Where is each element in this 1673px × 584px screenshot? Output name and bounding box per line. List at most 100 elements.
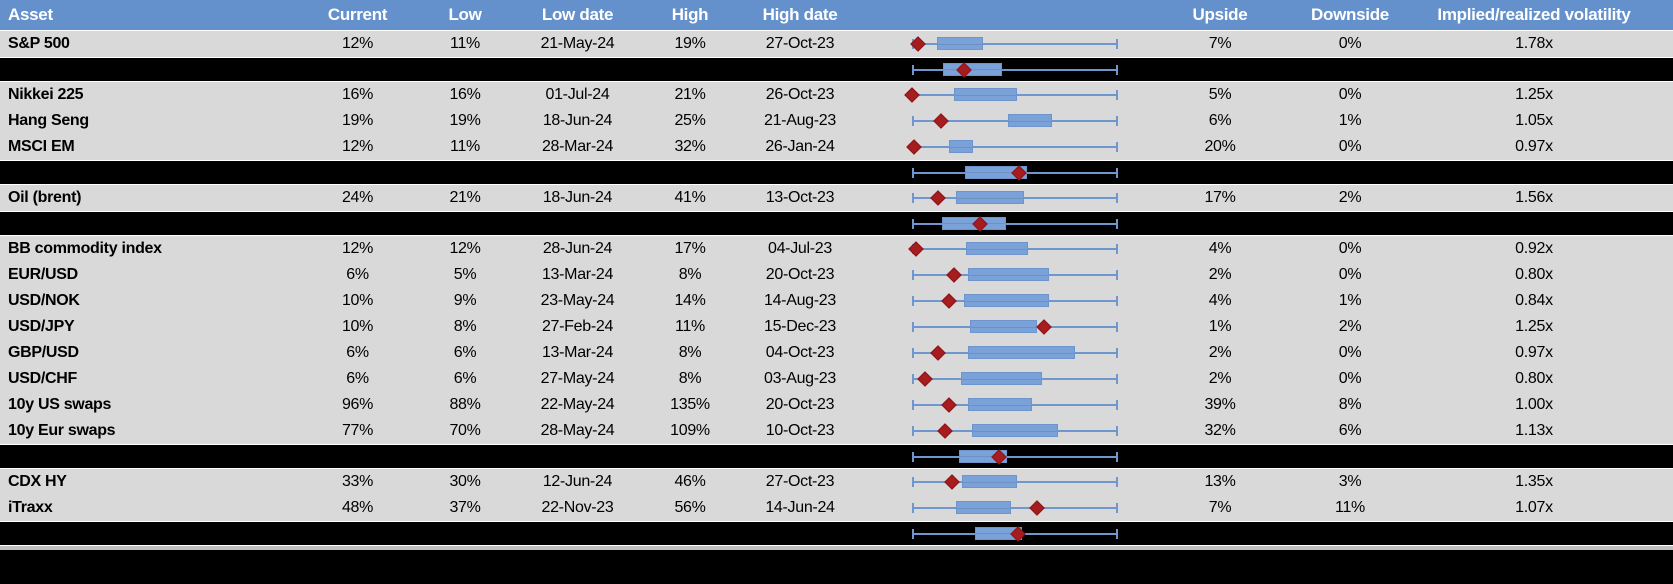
range-boxplot: [860, 185, 1135, 211]
cell-asset: CDX HY: [8, 473, 67, 490]
range-boxplot: [860, 445, 1135, 468]
cell-downside: 8%: [1338, 396, 1362, 413]
cell-implied-realized-volatility: 1.56x: [1515, 189, 1553, 206]
cell-implied-realized-volatility: 0.97x: [1515, 344, 1553, 361]
whisker-cap-right: [1116, 322, 1118, 332]
cell-implied-realized-volatility: 1.25x: [1515, 318, 1553, 335]
cell-low-date: 18-Jun-24: [542, 112, 613, 129]
whisker-cap-right: [1116, 296, 1118, 306]
boxplot-track: [910, 31, 1118, 57]
cell-downside: 2%: [1338, 318, 1362, 335]
whisker-cap-left: [912, 322, 914, 332]
whisker-cap-left: [912, 528, 914, 539]
cell-low: 11%: [450, 138, 480, 155]
cell-high: 135%: [670, 396, 710, 413]
current-marker-diamond-icon: [929, 345, 946, 361]
whisker-cap-left: [912, 116, 914, 126]
cell-downside: 6%: [1338, 422, 1362, 439]
cell-downside: 0%: [1338, 138, 1362, 155]
cell-high-date: 10-Oct-23: [765, 422, 835, 439]
cell-high: 25%: [674, 112, 706, 129]
whisker-cap-right: [1116, 244, 1118, 254]
cell-low: 5%: [453, 266, 477, 283]
table-body: S&P 500 12% 11% 21-May-24 19% 27-Oct-23 …: [0, 31, 1673, 546]
cell-low-date: 13-Mar-24: [541, 266, 614, 283]
boxplot-box: [974, 526, 1023, 540]
cell-current: 19%: [341, 112, 374, 129]
table-row: 10y Eur swaps 77% 70% 28-May-24 109% 10-…: [0, 418, 1673, 444]
whisker-cap-left: [912, 167, 914, 178]
cell-downside: 2%: [1338, 189, 1362, 206]
cell-high-date: 20-Oct-23: [765, 396, 835, 413]
whisker-cap-right: [1116, 503, 1118, 513]
boxplot-box: [1007, 114, 1053, 127]
cell-upside: 2%: [1208, 370, 1232, 387]
table-row: Oil (brent) 24% 21% 18-Jun-24 41% 13-Oct…: [0, 185, 1673, 211]
range-boxplot: [860, 212, 1135, 235]
whisker-line: [912, 68, 1118, 71]
boxplot-box: [969, 320, 1037, 333]
cell-upside: 7%: [1208, 499, 1232, 516]
boxplot-box: [967, 268, 1049, 281]
table-footer-band: [0, 546, 1673, 584]
boxplot-track: [912, 392, 1118, 418]
cell-downside: 0%: [1338, 266, 1362, 283]
cell-high: 46%: [674, 473, 706, 490]
cell-implied-realized-volatility: 1.13x: [1515, 422, 1553, 439]
header-high: High: [671, 5, 709, 24]
table-header-row: Asset Current Low Low date High High dat…: [0, 0, 1673, 31]
cell-upside: 1%: [1208, 318, 1232, 335]
cell-low: 88%: [449, 396, 481, 413]
header-low-date: Low date: [541, 5, 614, 24]
whisker-cap-left: [912, 193, 914, 203]
cell-high: 8%: [678, 344, 702, 361]
boxplot-track: [912, 288, 1118, 314]
range-boxplot: [860, 161, 1135, 184]
cell-current: 12%: [341, 35, 374, 52]
cell-upside: 2%: [1208, 344, 1232, 361]
cell-low: 6%: [453, 370, 477, 387]
range-boxplot: [860, 236, 1135, 262]
cell-asset: USD/NOK: [8, 292, 80, 309]
cell-high-date: 27-Oct-23: [765, 35, 835, 52]
cell-asset: EUR/USD: [8, 266, 78, 283]
cell-high: 14%: [674, 292, 706, 309]
boxplot-track: [912, 469, 1118, 495]
cell-asset: Nikkei 225: [8, 86, 84, 103]
cell-upside: 4%: [1208, 240, 1232, 257]
cell-upside: 7%: [1208, 35, 1232, 52]
boxplot-box: [954, 88, 1018, 101]
boxplot-track: [908, 236, 1118, 262]
whisker-cap-left: [912, 451, 914, 462]
cell-high-date: 26-Jan-24: [765, 138, 835, 155]
boxplot-track: [904, 82, 1118, 108]
whisker-cap-right: [1116, 39, 1118, 49]
boxplot-track: [912, 108, 1118, 134]
header-downside: Downside: [1311, 5, 1389, 24]
cell-high: 21%: [674, 86, 706, 103]
whisker-cap-left: [912, 503, 914, 513]
cell-high-date: 14-Aug-23: [763, 292, 837, 309]
cell-low: 11%: [450, 35, 480, 52]
boxplot-box: [936, 37, 984, 50]
cell-upside: 13%: [1204, 473, 1236, 490]
whisker-cap-right: [1116, 218, 1118, 229]
cell-implied-realized-volatility: 1.07x: [1515, 499, 1553, 516]
cell-asset: iTraxx: [8, 499, 53, 516]
cell-implied-realized-volatility: 0.92x: [1515, 240, 1553, 257]
cell-implied-realized-volatility: 0.80x: [1515, 266, 1553, 283]
aggregate-boxplot-row: [0, 521, 1673, 546]
cell-low: 19%: [449, 112, 481, 129]
cell-high-date: 03-Aug-23: [763, 370, 837, 387]
boxplot-box: [971, 424, 1059, 437]
table-row: S&P 500 12% 11% 21-May-24 19% 27-Oct-23 …: [0, 31, 1673, 57]
table-row: MSCI EM 12% 11% 28-Mar-24 32% 26-Jan-24 …: [0, 134, 1673, 160]
cell-high-date: 21-Aug-23: [763, 112, 837, 129]
header-high-date: High date: [762, 5, 838, 24]
current-marker-diamond-icon: [929, 190, 946, 206]
boxplot-box: [942, 62, 1002, 76]
header-asset: Asset: [8, 5, 53, 24]
whisker-cap-left: [912, 348, 914, 358]
whisker-cap-right: [1116, 270, 1118, 280]
header-low: Low: [448, 5, 482, 24]
